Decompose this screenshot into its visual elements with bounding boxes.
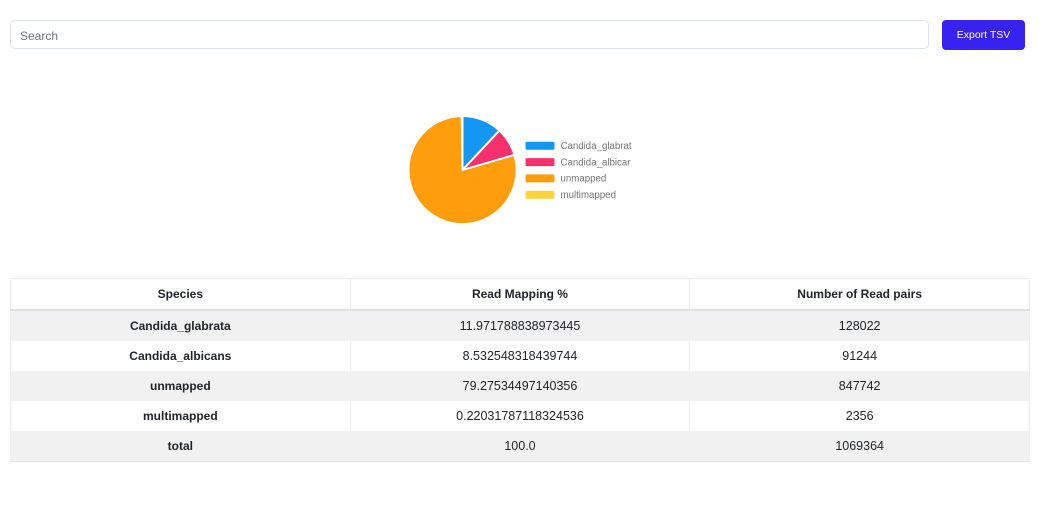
svg-text:multimapped: multimapped bbox=[561, 190, 616, 201]
svg-text:Candida_glabrat: Candida_glabrat bbox=[561, 141, 632, 152]
svg-text:unmapped: unmapped bbox=[561, 174, 607, 185]
svg-text:Candida_albicar: Candida_albicar bbox=[561, 157, 632, 168]
